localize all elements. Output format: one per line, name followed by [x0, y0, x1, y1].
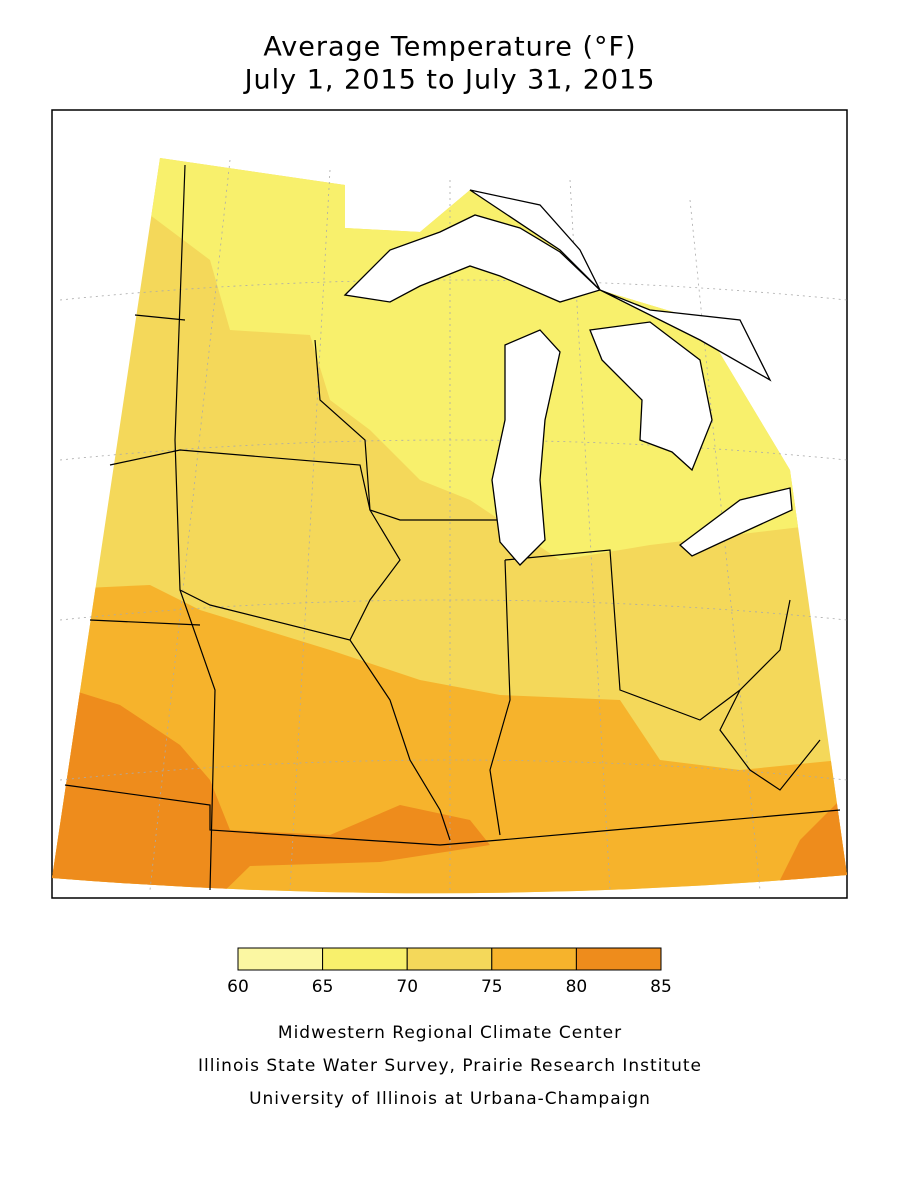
legend-swatch: [237, 947, 324, 971]
subtitle: July 1, 2015 to July 31, 2015: [243, 65, 656, 96]
legend-swatch: [575, 947, 662, 971]
legend-tick-label: 75: [481, 977, 503, 997]
state-borders: [64, 164, 841, 891]
legend-tick-label: 85: [650, 977, 672, 997]
legend-tick-label: 60: [227, 977, 249, 997]
legend-tick-label: 70: [396, 977, 418, 997]
credit: University of Illinois at Urbana-Champai…: [249, 1089, 651, 1109]
graticule: [59, 159, 848, 891]
legend-tick-label: 65: [312, 977, 334, 997]
credit: Midwestern Regional Climate Center: [278, 1023, 622, 1043]
zone-75-80: [52, 585, 847, 894]
legend-swatch: [406, 947, 493, 971]
zone-80-85: [52, 680, 490, 894]
legend: 60 65 70 75 80 85: [227, 947, 672, 997]
legend-tick-label: 80: [566, 977, 588, 997]
legend-swatch: [322, 947, 408, 971]
lakes: [343, 189, 793, 566]
legend-swatch: [491, 947, 577, 971]
credit: Illinois State Water Survey, Prairie Res…: [198, 1056, 702, 1076]
title: Average Temperature (°F): [263, 32, 636, 63]
